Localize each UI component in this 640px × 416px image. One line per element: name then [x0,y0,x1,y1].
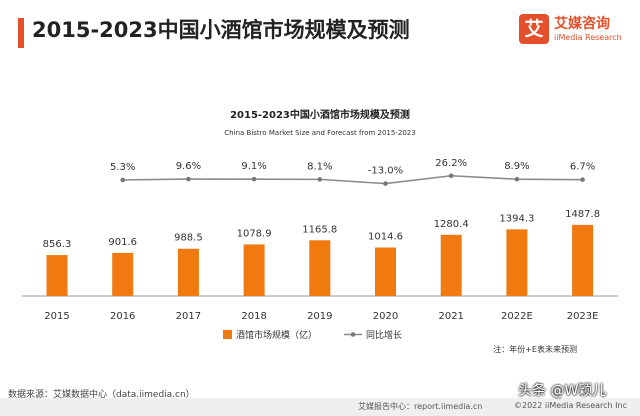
growth-value-label: 8.9% [504,161,529,172]
logo-badge: 艾 [519,14,549,44]
growth-point [580,177,585,182]
growth-value-label: 26.2% [435,158,467,169]
bar-value-label: 856.3 [43,239,72,250]
growth-point [383,181,388,186]
footer-bar [0,398,640,416]
growth-point [186,176,191,182]
growth-point [448,173,454,179]
growth-value-label: 9.1% [241,161,266,172]
chart-subtitle: China Bistro Market Size and Forecast fr… [224,129,415,137]
x-tick-label: 2022E [501,311,533,322]
bar-value-label: 1014.6 [368,232,403,243]
bar-value-label: 1394.3 [499,213,534,224]
logo: 艾 艾媒咨询 iiMedia Research [519,12,631,52]
x-tick-label: 2015 [44,311,69,322]
growth-point [120,177,125,183]
growth-line [122,174,583,185]
logo-name-cn: 艾媒咨询 [554,16,610,32]
bar [506,229,528,296]
growth-value-label: 6.7% [570,162,595,173]
header-accent-bar [18,18,24,48]
chart-title: 2015-2023中国小酒馆市场规模及预测 [230,108,410,121]
bar-value-label: 1165.8 [302,224,337,235]
growth-point [251,176,257,182]
growth-value-label: -13.0% [368,166,403,177]
footer-report-link[interactable]: 艾媒报告中心：report.iimedia.cn [358,402,483,411]
growth-point [514,176,520,182]
x-tick-label: 2019 [307,311,332,322]
bar [243,244,265,296]
footer-copyright: ©2022 iiMedia Research Inc [514,401,627,410]
growth-value-label: 5.3% [110,162,135,173]
bar [46,255,68,296]
growth-value-label: 8.1% [307,161,332,172]
legend-line-marker [350,332,356,337]
bar-value-label: 901.6 [108,237,137,248]
x-tick-label: 2020 [373,311,398,322]
growth-value-label: 9.6% [176,161,201,172]
x-tick-label: 2018 [241,311,266,322]
chart-note: 注：年份+E表未来预测 [493,344,577,354]
x-tick-label: 2017 [176,311,201,322]
watermark: 头条 @W颖儿 [518,383,607,399]
growth-point [317,177,323,182]
x-tick-label: 2016 [110,311,135,322]
legend-bar-label: 酒馆市场规模（亿） [236,329,317,341]
bar [177,248,199,296]
legend-bar-swatch [223,330,232,339]
x-tick-label: 2023E [567,311,599,322]
bar [440,234,462,296]
legend-line-label: 同比增长 [366,329,402,341]
bar [572,224,594,296]
logo-name-en: iiMedia Research [554,33,622,42]
bar [375,247,396,296]
bar-value-label: 988.5 [174,233,203,244]
x-tick-label: 2021 [438,311,463,322]
bar-value-label: 1078.9 [237,228,272,239]
page-title: 2015-2023中国小酒馆市场规模及预测 [32,18,410,42]
bar-value-label: 1280.4 [434,219,469,230]
bar-value-label: 1487.8 [565,209,600,220]
bar [112,252,134,296]
data-source: 数据来源：艾媒数据中心（data.iimedia.cn） [8,390,195,400]
bar [309,240,331,296]
